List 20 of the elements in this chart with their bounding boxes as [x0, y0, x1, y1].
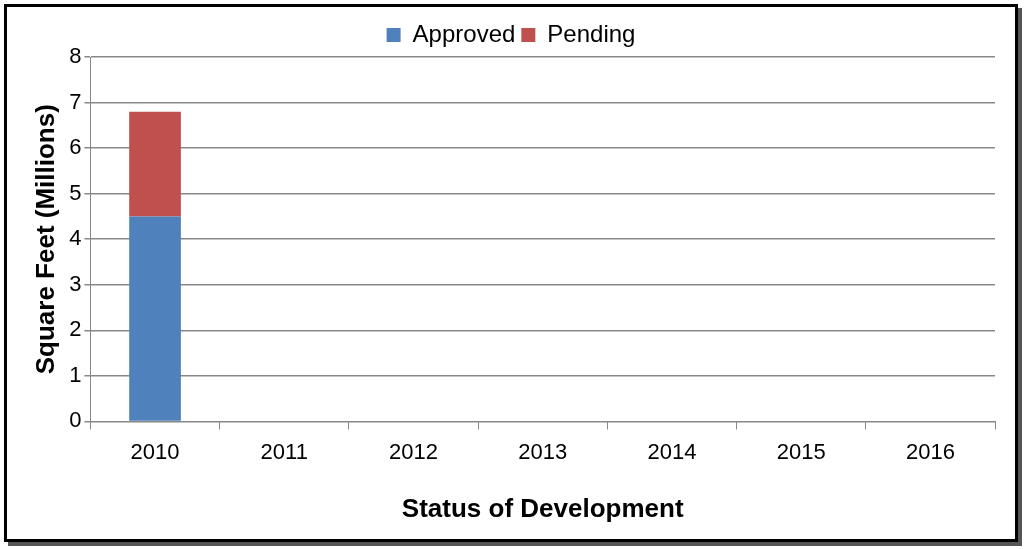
x-tick-label: 2014 [647, 438, 697, 464]
x-tick-label: 2010 [130, 438, 180, 464]
y-tick-label: 4 [69, 225, 82, 251]
y-tick-label: 6 [69, 134, 82, 160]
legend-label: Approved [412, 19, 516, 47]
x-axis-title: Status of Development [401, 492, 684, 523]
y-tick-label: 7 [69, 88, 82, 114]
y-tick-label: 1 [69, 361, 82, 387]
x-tick-label: 2013 [518, 438, 568, 464]
y-tick-label: 5 [69, 179, 82, 205]
x-tick-label: 2015 [776, 438, 826, 464]
x-tick-label: 2016 [905, 438, 955, 464]
y-tick-label: 8 [69, 43, 82, 69]
x-tick-label: 2012 [389, 438, 438, 464]
legend-label: Pending [547, 19, 636, 47]
y-tick-label: 2 [69, 316, 82, 342]
y-tick-label: 3 [69, 270, 82, 296]
x-tick-label: 2011 [260, 438, 308, 464]
y-tick-label: 0 [69, 407, 82, 433]
y-axis-title: Square Feet (Millions) [29, 104, 60, 375]
